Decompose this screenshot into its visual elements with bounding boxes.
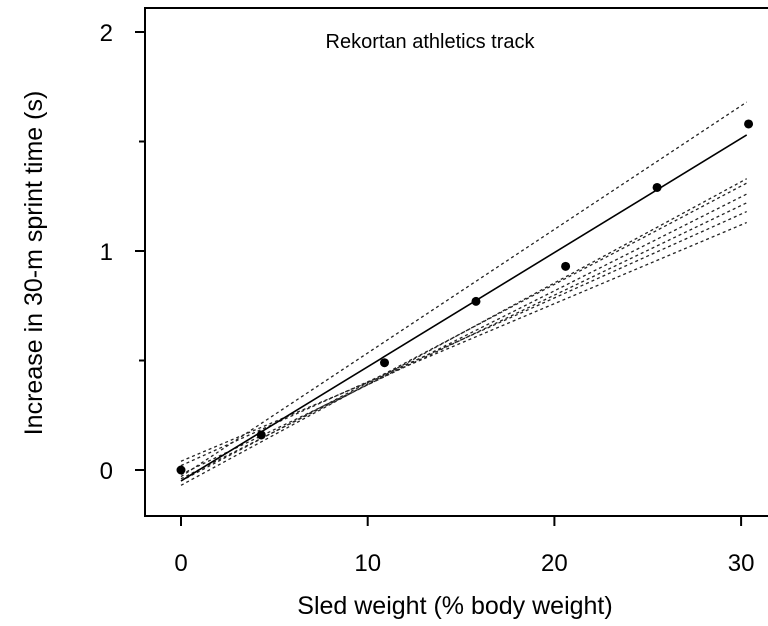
plot-area [144, 7, 768, 517]
data-point [256, 430, 266, 440]
y-tick-label: 2 [100, 20, 113, 47]
plot-frame [144, 7, 768, 517]
data-point [176, 465, 186, 475]
x-tick-label: 30 [728, 550, 755, 577]
x-axis-label: Sled weight (% body weight) [297, 592, 612, 620]
data-point [744, 119, 754, 129]
individual-regression-line [180, 221, 747, 462]
x-tick-label: 0 [174, 550, 187, 577]
individual-regression-line [180, 193, 747, 480]
data-point [380, 358, 390, 368]
data-point [471, 296, 481, 306]
individual-regression-line [180, 101, 748, 478]
y-tick-label: 1 [100, 239, 113, 266]
lines-layer [180, 101, 748, 486]
y-tick-label: 0 [100, 458, 113, 485]
individual-regression-line [180, 178, 748, 486]
data-point [652, 182, 662, 192]
individual-regression-line [180, 202, 747, 475]
y-axis-label: Increase in 30-m sprint time (s) [20, 91, 48, 436]
x-tick-label: 10 [354, 550, 381, 577]
data-point [561, 261, 571, 271]
points-layer [176, 119, 754, 475]
axes-layer: 0 10 20 30 0 1 2 [100, 20, 755, 577]
individual-regression-line [180, 182, 748, 482]
mean-regression-line [180, 134, 748, 482]
chart-title: Rekortan athletics track [326, 31, 536, 53]
x-tick-label: 20 [541, 550, 568, 577]
